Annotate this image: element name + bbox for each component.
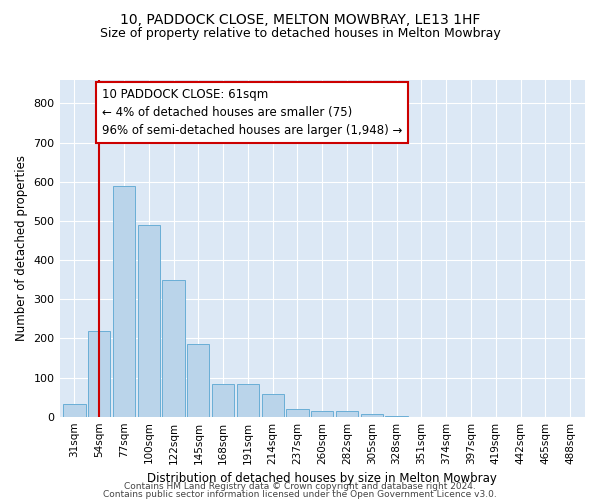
Bar [237, 384, 259, 416]
Text: Size of property relative to detached houses in Melton Mowbray: Size of property relative to detached ho… [100, 28, 500, 40]
Text: 10, PADDOCK CLOSE, MELTON MOWBRAY, LE13 1HF: 10, PADDOCK CLOSE, MELTON MOWBRAY, LE13 … [120, 12, 480, 26]
Bar [336, 411, 358, 416]
X-axis label: Distribution of detached houses by size in Melton Mowbray: Distribution of detached houses by size … [148, 472, 497, 485]
Text: Contains public sector information licensed under the Open Government Licence v3: Contains public sector information licen… [103, 490, 497, 499]
Bar [163, 280, 185, 416]
Bar [137, 225, 160, 416]
Bar [63, 404, 86, 416]
Bar [311, 411, 334, 416]
Bar [262, 394, 284, 416]
Bar [286, 409, 308, 416]
Text: Contains HM Land Registry data © Crown copyright and database right 2024.: Contains HM Land Registry data © Crown c… [124, 482, 476, 491]
Text: 10 PADDOCK CLOSE: 61sqm
← 4% of detached houses are smaller (75)
96% of semi-det: 10 PADDOCK CLOSE: 61sqm ← 4% of detached… [101, 88, 402, 137]
Bar [212, 384, 234, 416]
Bar [361, 414, 383, 416]
Y-axis label: Number of detached properties: Number of detached properties [15, 156, 28, 342]
Bar [113, 186, 135, 416]
Bar [187, 344, 209, 416]
Bar [88, 332, 110, 416]
